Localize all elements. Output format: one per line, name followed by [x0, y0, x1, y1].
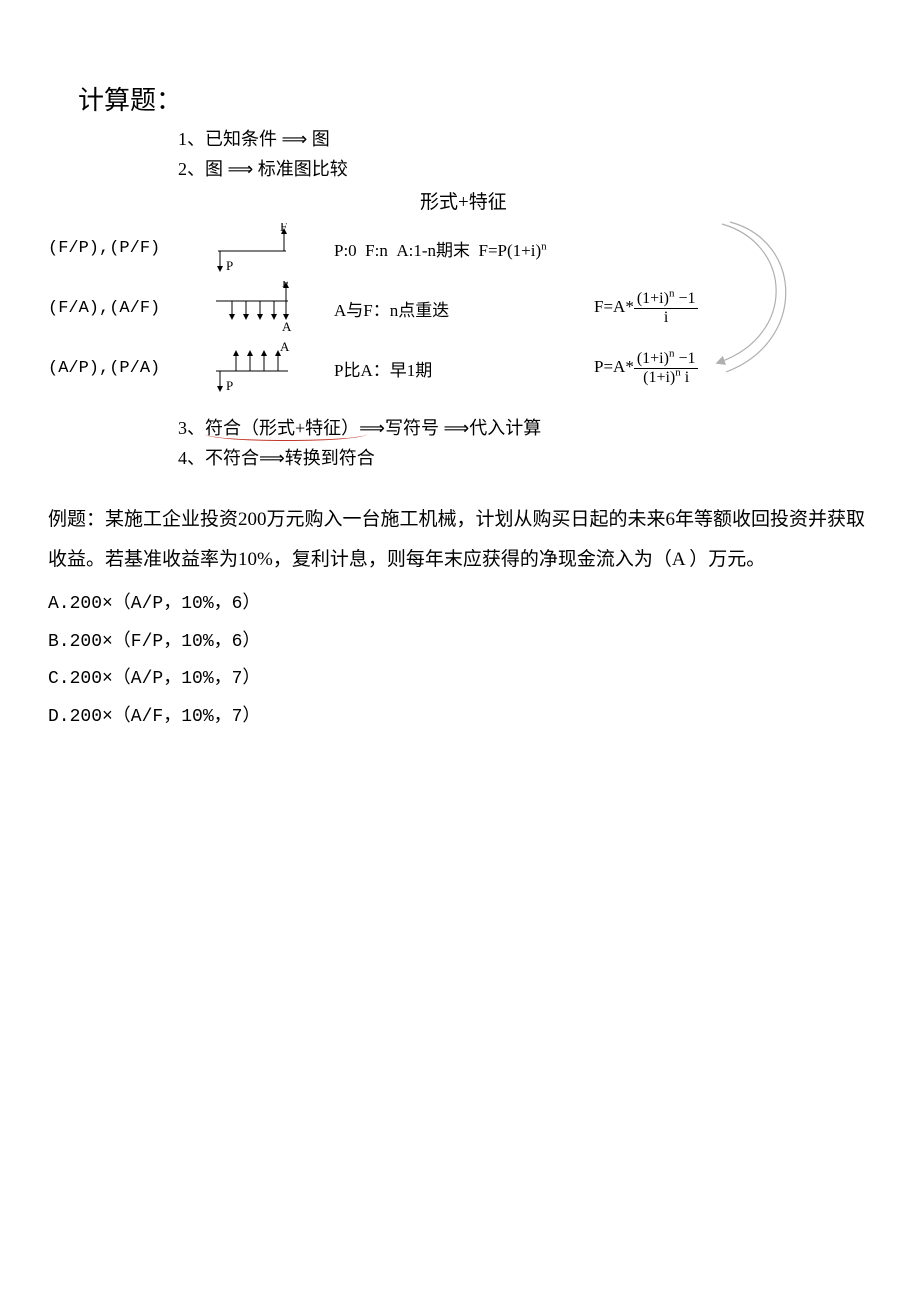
step3-underlined: 符合（形式+特征） — [205, 418, 359, 438]
table-row: (F/A),(A/F) F A — [48, 278, 872, 338]
factor-label: (A/P),(P/A) — [48, 359, 198, 378]
label-p: P — [226, 378, 233, 393]
factor-table: (F/P),(P/F) P F P:0 F:n A:1-n期末 F=P(1+i)… — [48, 218, 872, 398]
formula-text: P=A*(1+i)n −1(1+i)n i — [588, 350, 788, 386]
label-a: A — [280, 341, 290, 354]
label-f: F — [280, 223, 287, 234]
subheading: 形式+特征 — [420, 187, 872, 214]
formula-text: F=A*(1+i)n −1i — [588, 290, 788, 326]
option-c: C.200×（A/P，10%，7） — [48, 661, 872, 699]
step-4: 4、不符合⟹转换到符合 — [178, 444, 872, 470]
step-2: 2、图 ⟹ 标准图比较 — [178, 155, 872, 181]
diagram-fa: F A — [198, 281, 308, 335]
diagram-fp: P F — [198, 223, 308, 273]
example-stem: 例题：某施工企业投资200万元购入一台施工机械，计划从购买日起的未来6年等额收回… — [48, 500, 872, 580]
diagram-ap: A P — [198, 341, 308, 395]
table-row: (F/P),(P/F) P F P:0 F:n A:1-n期末 F=P(1+i)… — [48, 218, 872, 278]
options-list: A.200×（A/P，10%，6） B.200×（F/P，10%，6） C.20… — [48, 586, 872, 737]
label-p: P — [226, 258, 233, 273]
label-a: A — [282, 319, 292, 334]
table-row: (A/P),(P/A) A P — [48, 338, 872, 398]
page-title: 计算题： — [78, 80, 872, 117]
label-f: F — [282, 281, 289, 290]
step-1: 1、已知条件 ⟹ 图 — [178, 125, 872, 151]
option-b: B.200×（F/P，10%，6） — [48, 624, 872, 662]
option-a: A.200×（A/P，10%，6） — [48, 586, 872, 624]
feature-text: P:0 F:n A:1-n期末 F=P(1+i)n — [308, 236, 788, 261]
factor-label: (F/A),(A/F) — [48, 299, 198, 318]
step3-prefix: 3、 — [178, 418, 205, 438]
option-d: D.200×（A/F，10%，7） — [48, 699, 872, 737]
feature-text: P比A：早1期 — [308, 356, 588, 381]
feature-text: A与F：n点重迭 — [308, 296, 588, 321]
step-3: 3、符合（形式+特征）⟹写符号 ⟹代入计算 — [178, 414, 872, 440]
factor-label: (F/P),(P/F) — [48, 239, 198, 258]
step3-suffix: ⟹写符号 ⟹代入计算 — [359, 418, 541, 438]
